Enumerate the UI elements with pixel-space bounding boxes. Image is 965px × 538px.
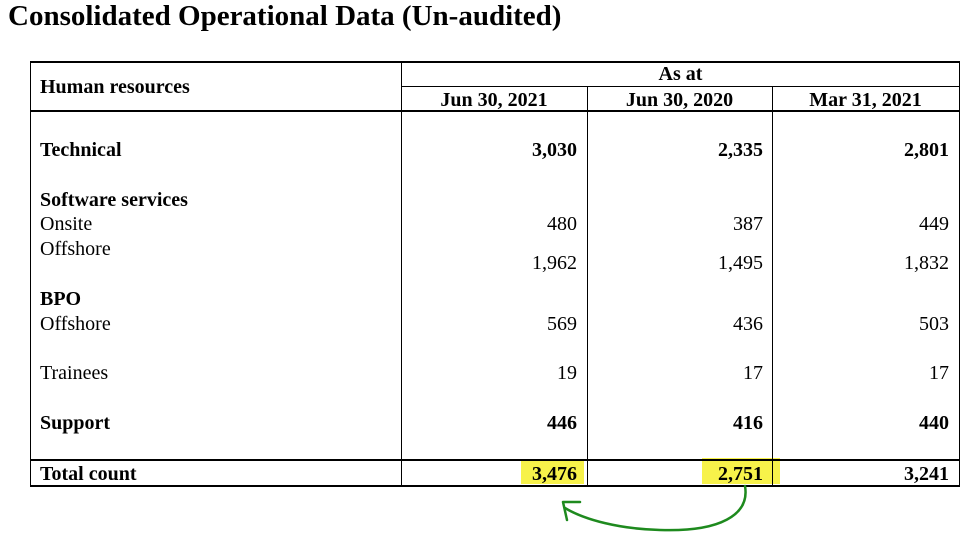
row-header: Human resources <box>40 76 190 98</box>
cell-offshore-bpo-jun-2020: 436 <box>733 313 763 335</box>
subheader-divider <box>401 86 960 87</box>
cell-trainees-jun-2020: 17 <box>743 362 763 384</box>
cell-technical-jun-2020: 2,335 <box>718 139 763 161</box>
group-header: As at <box>658 63 703 85</box>
highlight-total-jun-2020 <box>702 458 780 484</box>
cell-onsite-mar-2021: 449 <box>919 213 949 235</box>
arrow-curve <box>563 484 747 532</box>
cell-offshore-bpo-mar-2021: 503 <box>919 313 949 335</box>
cell-offshore-bpo-jun-2021: 569 <box>547 313 577 335</box>
column-header-jun-2020: Jun 30, 2020 <box>625 89 734 111</box>
column-header-jun-2021: Jun 30, 2021 <box>440 89 548 111</box>
section-label-software-services: Software services <box>40 189 188 211</box>
cell-onsite-jun-2020: 387 <box>733 213 763 235</box>
cell-support-jun-2020: 416 <box>733 412 763 434</box>
column-header-mar-2021: Mar 31, 2021 <box>809 89 922 111</box>
cell-trainees-mar-2021: 17 <box>929 362 949 384</box>
cell-total-jun-2021: 3,476 <box>532 463 577 485</box>
col2-left-border <box>587 86 588 487</box>
cell-offshore-software-jun-2021: 1,962 <box>532 252 577 274</box>
total-top-border <box>30 459 960 461</box>
highlight-total-jun-2021 <box>521 460 584 484</box>
cell-trainees-jun-2021: 19 <box>557 362 577 384</box>
table-bottom-border <box>30 485 960 487</box>
row-label-onsite: Onsite <box>40 213 93 235</box>
page-title: Consolidated Operational Data (Un-audite… <box>8 0 562 32</box>
row-label-support: Support <box>40 412 111 434</box>
cell-support-jun-2021: 446 <box>547 412 577 434</box>
cell-support-mar-2021: 440 <box>919 412 949 434</box>
row-label-total-count: Total count <box>40 463 137 485</box>
col3-left-border <box>772 86 773 487</box>
header-bottom-border <box>30 110 960 112</box>
row-label-technical: Technical <box>40 139 122 161</box>
cell-total-mar-2021: 3,241 <box>904 463 949 485</box>
table-left-border <box>30 61 31 487</box>
cell-technical-jun-2021: 3,030 <box>532 139 577 161</box>
row-label-trainees: Trainees <box>40 362 109 384</box>
table-right-border <box>959 61 960 487</box>
section-label-bpo: BPO <box>40 288 82 310</box>
cell-technical-mar-2021: 2,801 <box>904 139 949 161</box>
cell-offshore-software-mar-2021: 1,832 <box>904 252 949 274</box>
row-label-offshore-bpo: Offshore <box>40 313 111 335</box>
cell-onsite-jun-2021: 480 <box>547 213 577 235</box>
table-top-border <box>30 61 960 63</box>
cell-offshore-software-jun-2020: 1,495 <box>718 252 763 274</box>
col1-left-border <box>401 61 402 487</box>
row-label-offshore-software: Offshore <box>40 238 111 260</box>
cell-total-jun-2020: 2,751 <box>718 463 763 485</box>
arrow-head <box>561 500 582 522</box>
